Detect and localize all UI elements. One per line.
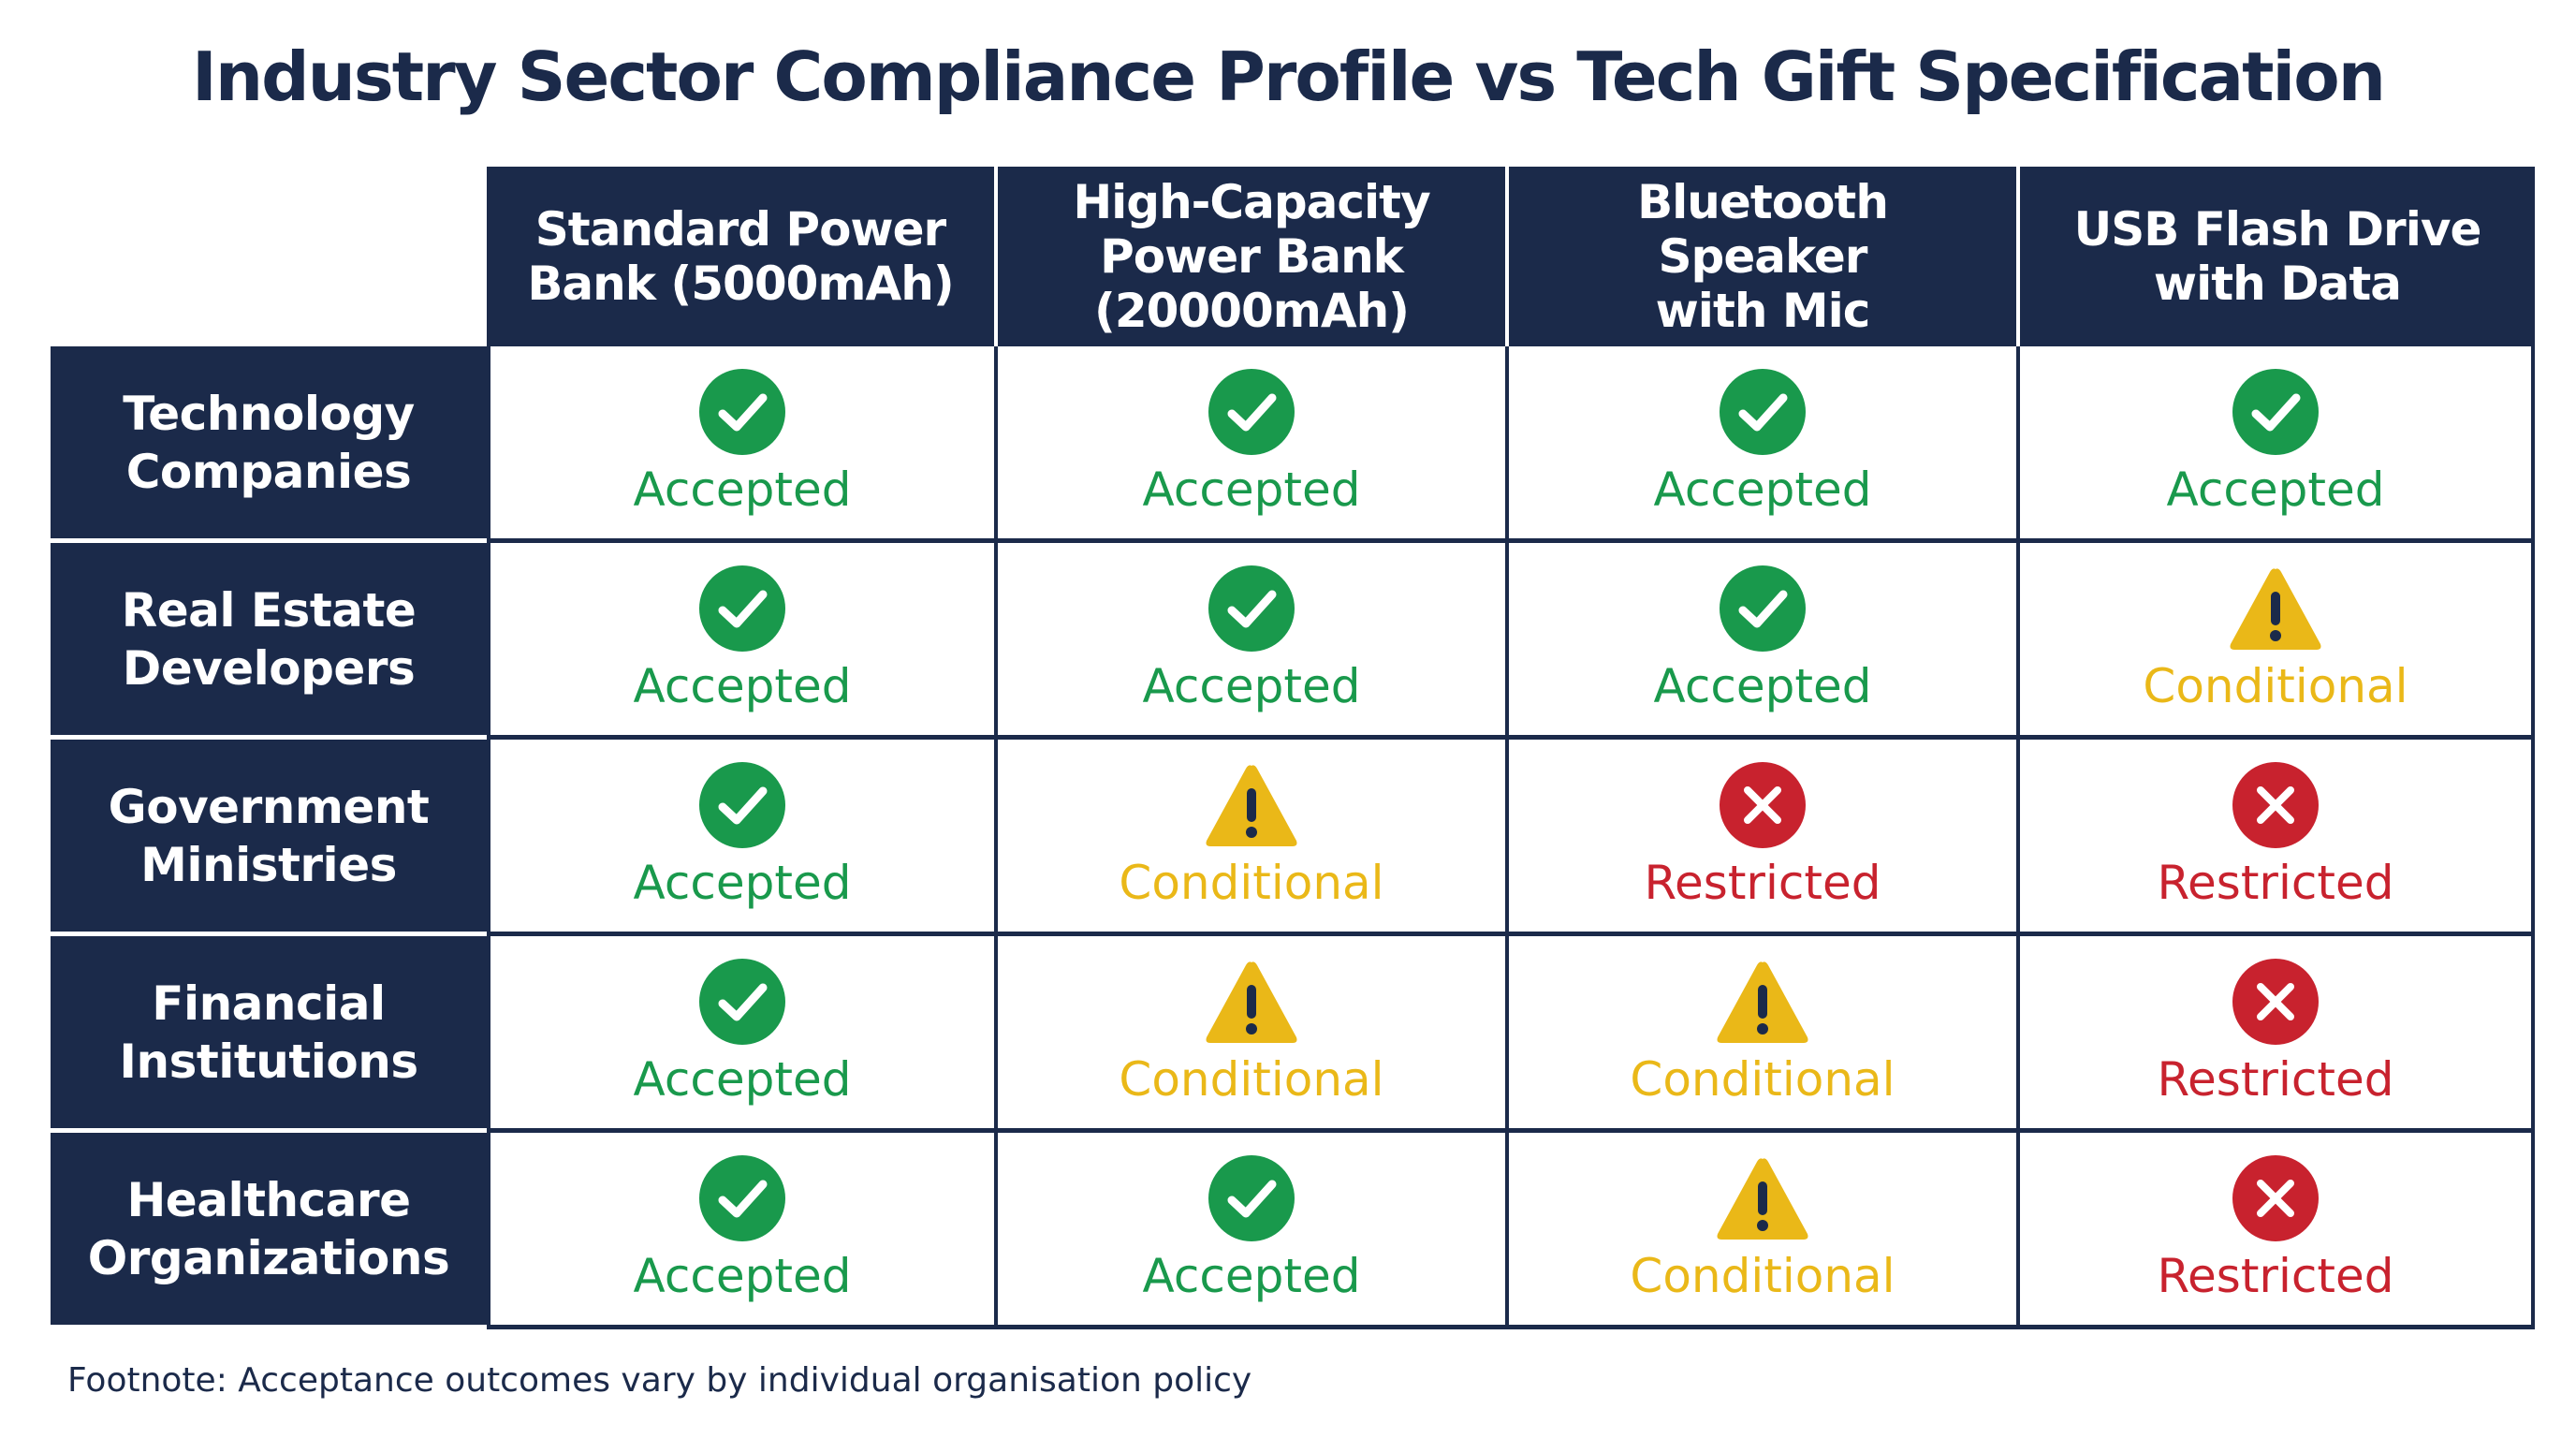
footnote: Footnote: Acceptance outcomes vary by in… — [67, 1361, 1252, 1400]
column-header: USB Flash Drive with Data — [2020, 167, 2535, 346]
row-header: Financial Institutions — [51, 936, 487, 1128]
check-circle-icon — [1718, 367, 1808, 457]
status-cell: Restricted — [2020, 1133, 2535, 1329]
status-cell: Accepted — [487, 543, 998, 740]
status-label: Conditional — [1630, 1052, 1895, 1107]
warning-triangle-icon — [2227, 564, 2324, 653]
status-label: Accepted — [2166, 462, 2385, 517]
status-label: Accepted — [633, 659, 852, 713]
column-header: Standard Power Bank (5000mAh) — [487, 167, 994, 346]
status-cell: Accepted — [1509, 543, 2020, 740]
status-label: Conditional — [2143, 659, 2408, 713]
check-circle-icon — [1207, 564, 1296, 653]
status-label: Accepted — [633, 856, 852, 910]
warning-triangle-icon — [1714, 1153, 1811, 1243]
status-label: Restricted — [2157, 1249, 2394, 1303]
column-header: Bluetooth Speaker with Mic — [1509, 167, 2016, 346]
x-circle-icon — [2231, 1153, 2320, 1243]
status-label: Accepted — [1653, 659, 1872, 713]
check-circle-icon — [697, 367, 787, 457]
status-label: Conditional — [1119, 1052, 1384, 1107]
check-circle-icon — [697, 760, 787, 850]
check-circle-icon — [697, 1153, 787, 1243]
status-cell: Accepted — [998, 346, 1509, 543]
status-label: Accepted — [1142, 659, 1361, 713]
column-header: High-Capacity Power Bank (20000mAh) — [998, 167, 1505, 346]
x-circle-icon — [1718, 760, 1808, 850]
warning-triangle-icon — [1714, 957, 1811, 1047]
status-cell: Conditional — [998, 740, 1509, 936]
check-circle-icon — [697, 957, 787, 1047]
status-cell: Conditional — [1509, 936, 2020, 1133]
status-label: Accepted — [633, 1052, 852, 1107]
check-circle-icon — [1207, 1153, 1296, 1243]
status-cell: Accepted — [1509, 346, 2020, 543]
status-cell: Accepted — [487, 346, 998, 543]
status-label: Restricted — [1644, 856, 1881, 910]
check-circle-icon — [1207, 367, 1296, 457]
status-label: Conditional — [1119, 856, 1384, 910]
x-circle-icon — [2231, 760, 2320, 850]
status-label: Accepted — [1142, 462, 1361, 517]
row-header: Technology Companies — [51, 346, 487, 538]
warning-triangle-icon — [1203, 760, 1300, 850]
page-title: Industry Sector Compliance Profile vs Te… — [192, 37, 2386, 116]
status-label: Restricted — [2157, 1052, 2394, 1107]
warning-triangle-icon — [1203, 957, 1300, 1047]
x-circle-icon — [2231, 957, 2320, 1047]
status-cell: Conditional — [1509, 1133, 2020, 1329]
check-circle-icon — [697, 564, 787, 653]
status-cell: Accepted — [487, 740, 998, 936]
check-circle-icon — [2231, 367, 2320, 457]
status-label: Accepted — [633, 1249, 852, 1303]
status-cell: Accepted — [998, 1133, 1509, 1329]
status-label: Restricted — [2157, 856, 2394, 910]
status-cell: Restricted — [2020, 936, 2535, 1133]
check-circle-icon — [1718, 564, 1808, 653]
status-label: Conditional — [1630, 1249, 1895, 1303]
status-label: Accepted — [1653, 462, 1872, 517]
status-label: Accepted — [633, 462, 852, 517]
status-cell: Accepted — [487, 936, 998, 1133]
row-header: Real Estate Developers — [51, 543, 487, 735]
row-header: Healthcare Organizations — [51, 1133, 487, 1325]
status-cell: Restricted — [2020, 740, 2535, 936]
status-label: Accepted — [1142, 1249, 1361, 1303]
status-cell: Restricted — [1509, 740, 2020, 936]
status-cell: Conditional — [998, 936, 1509, 1133]
row-header: Government Ministries — [51, 740, 487, 932]
status-cell: Accepted — [2020, 346, 2535, 543]
status-cell: Accepted — [998, 543, 1509, 740]
status-cell: Conditional — [2020, 543, 2535, 740]
status-cell: Accepted — [487, 1133, 998, 1329]
